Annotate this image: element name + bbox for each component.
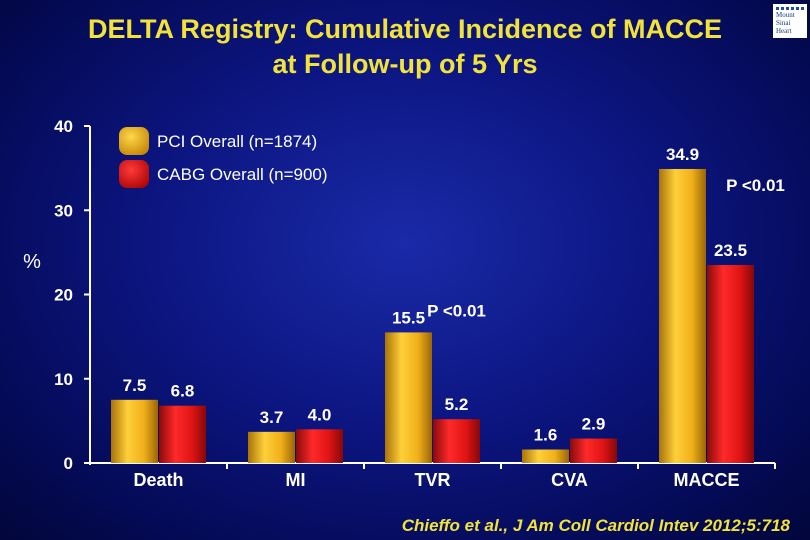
y-tick-label: 0 (64, 454, 73, 473)
x-tick-label-death: Death (133, 470, 183, 490)
cabg-bar-tvr (433, 419, 480, 463)
pci-value-label-tvr: 15.5 (392, 308, 425, 327)
x-tick-label-tvr: TVR (415, 470, 451, 490)
y-tick-label: 40 (54, 117, 73, 136)
chart-title: DELTA Registry: Cumulative Incidence of … (20, 12, 790, 82)
pci-bar-mi (248, 431, 295, 463)
y-tick-label: 10 (54, 370, 73, 389)
pci-value-label-cva: 1.6 (534, 426, 558, 445)
cabg-bar-death (159, 405, 206, 463)
p-value-annotation-tvr: P <0.01 (427, 301, 486, 320)
x-tick-label-cva: CVA (551, 470, 588, 490)
citation: Chieffo et al., J Am Coll Cardiol Intev … (401, 516, 790, 535)
pci-legend-label: PCI Overall (n=1874) (157, 132, 317, 151)
cabg-legend-swatch (119, 160, 149, 188)
pci-bar-tvr (385, 332, 432, 463)
x-tick-label-mi: MI (286, 470, 306, 490)
y-tick-label: 20 (54, 286, 73, 305)
pci-value-label-macce: 34.9 (666, 145, 699, 164)
x-tick-label-macce: MACCE (674, 470, 740, 490)
cabg-value-label-macce: 23.5 (714, 241, 747, 260)
cabg-legend-label: CABG Overall (n=900) (157, 165, 328, 184)
pci-value-label-mi: 3.7 (260, 408, 284, 427)
pci-bar-cva (522, 449, 569, 463)
title-line-2: at Follow-up of 5 Yrs (272, 49, 538, 79)
pci-bar-death (111, 399, 158, 463)
title-line-1: DELTA Registry: Cumulative Incidence of … (87, 14, 723, 44)
p-value-annotation-macce: P <0.01 (726, 176, 785, 195)
pci-legend-swatch (119, 127, 149, 155)
cabg-value-label-tvr: 5.2 (445, 395, 469, 414)
cabg-value-label-death: 6.8 (171, 382, 195, 401)
cabg-value-label-cva: 2.9 (582, 415, 606, 434)
pci-bar-macce (659, 168, 706, 463)
cabg-bar-cva (570, 438, 617, 463)
y-tick-label: 30 (54, 201, 73, 220)
pci-value-label-death: 7.5 (123, 376, 147, 395)
cabg-bar-macce (707, 265, 754, 463)
cabg-value-label-mi: 4.0 (308, 405, 332, 424)
mount-sinai-heart-logo: Mount Sinai Heart (773, 4, 807, 38)
cabg-bar-mi (296, 429, 343, 463)
y-axis-label: % (23, 251, 41, 273)
